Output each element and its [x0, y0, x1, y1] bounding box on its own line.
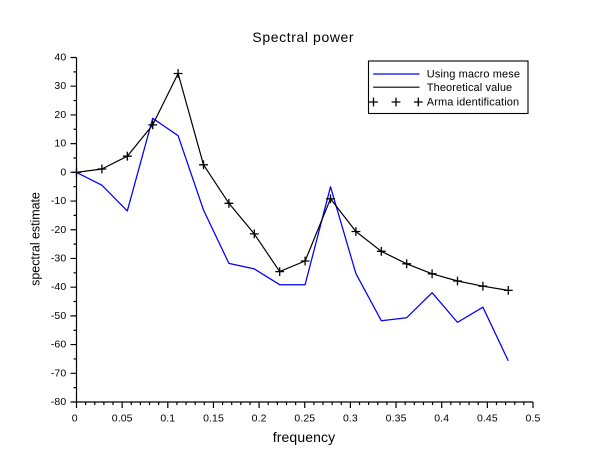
svg-text:0.3: 0.3: [343, 413, 358, 425]
svg-text:0.25: 0.25: [294, 413, 315, 425]
svg-text:Using macro mese: Using macro mese: [427, 69, 520, 81]
svg-text:30: 30: [54, 80, 66, 92]
svg-text:-50: -50: [51, 310, 67, 322]
svg-text:0: 0: [60, 166, 66, 178]
svg-text:40: 40: [54, 52, 66, 64]
svg-text:-30: -30: [51, 253, 67, 265]
svg-text:Arma identification: Arma identification: [427, 96, 519, 108]
svg-text:-20: -20: [51, 224, 67, 236]
svg-text:0.5: 0.5: [526, 413, 541, 425]
svg-text:Theoretical value: Theoretical value: [427, 82, 512, 94]
svg-text:0.15: 0.15: [203, 413, 224, 425]
svg-text:-80: -80: [51, 396, 67, 408]
svg-text:0.05: 0.05: [112, 413, 133, 425]
svg-text:0.45: 0.45: [477, 413, 498, 425]
svg-text:spectral estimate: spectral estimate: [29, 192, 43, 286]
svg-text:0: 0: [72, 413, 78, 425]
svg-text:-70: -70: [51, 367, 67, 379]
svg-text:Spectral power: Spectral power: [252, 29, 354, 45]
svg-text:frequency: frequency: [273, 429, 335, 445]
svg-text:-10: -10: [51, 195, 67, 207]
svg-text:20: 20: [54, 109, 66, 121]
svg-text:0.1: 0.1: [160, 413, 175, 425]
svg-text:0.2: 0.2: [252, 413, 267, 425]
svg-text:0.4: 0.4: [434, 413, 449, 425]
svg-text:-60: -60: [51, 339, 67, 351]
svg-text:0.35: 0.35: [386, 413, 407, 425]
svg-text:10: 10: [54, 138, 66, 150]
svg-text:-40: -40: [51, 281, 67, 293]
